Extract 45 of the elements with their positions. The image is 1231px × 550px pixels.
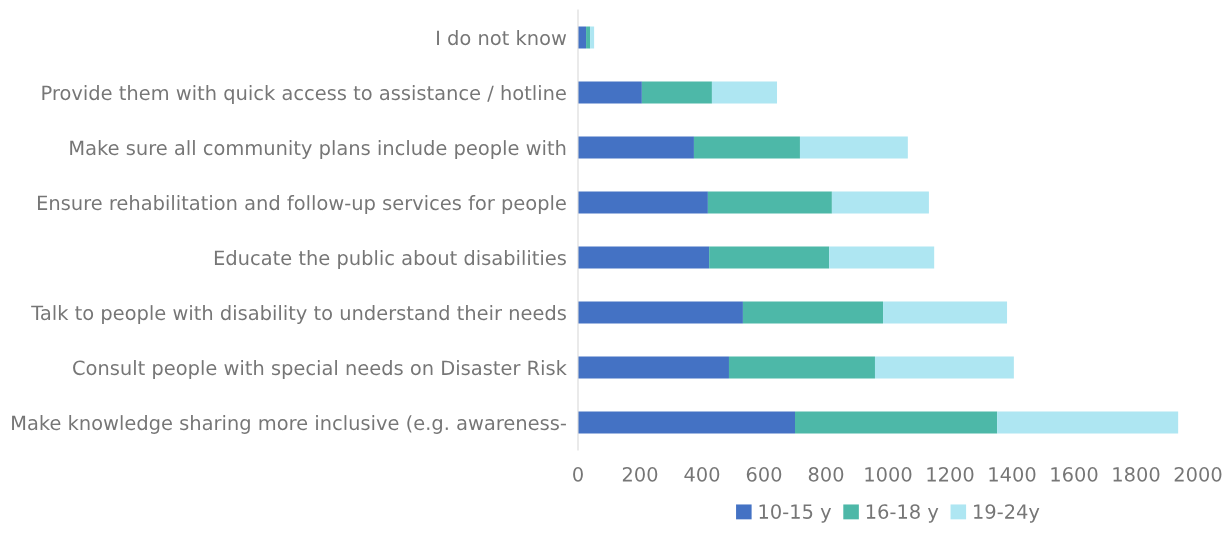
legend-label: 16-18 y bbox=[866, 504, 939, 523]
bar bbox=[709, 246, 830, 269]
bar bbox=[578, 356, 729, 379]
x-tick-label: 1600 bbox=[1051, 467, 1098, 482]
legend-label: 10-15 y bbox=[759, 504, 832, 523]
x-tick-label: 400 bbox=[684, 467, 720, 482]
y-tick-label: Provide them with quick access to assistance / hotline bbox=[42, 85, 566, 104]
y-tick-label: Ensure rehabilitation and follow-up services for people bbox=[38, 195, 566, 214]
x-tick-label: 0 bbox=[573, 467, 583, 482]
bar bbox=[578, 301, 743, 324]
bar bbox=[997, 411, 1179, 434]
bar bbox=[711, 81, 778, 104]
bar bbox=[578, 136, 694, 159]
bar bbox=[578, 246, 710, 269]
bar bbox=[578, 191, 708, 214]
bar bbox=[829, 246, 935, 269]
x-tick-label: 1200 bbox=[927, 467, 974, 482]
bar bbox=[874, 356, 1014, 379]
bar bbox=[578, 81, 642, 104]
bar bbox=[883, 301, 1008, 324]
y-tick-label: Talk to people with disability to understand their needs bbox=[31, 305, 566, 324]
bar bbox=[641, 81, 712, 104]
x-tick-label: 800 bbox=[808, 467, 844, 482]
x-tick-label: 2000 bbox=[1174, 467, 1222, 482]
y-tick-label: Educate the public about disabilities bbox=[214, 250, 566, 269]
x-tick-label: 200 bbox=[622, 467, 658, 482]
x-tick-label: 1800 bbox=[1113, 467, 1160, 482]
y-tick-label: Make knowledge sharing more inclusive (e.g. awareness- bbox=[12, 415, 566, 434]
bar bbox=[586, 26, 591, 49]
x-tick-label: 1400 bbox=[989, 467, 1036, 482]
bar bbox=[799, 136, 908, 159]
bar bbox=[590, 26, 595, 49]
y-tick-label: Consult people with special needs on Disaster Risk bbox=[73, 360, 567, 379]
x-tick-label: 600 bbox=[746, 467, 782, 482]
bar bbox=[707, 191, 832, 214]
bar bbox=[578, 411, 795, 434]
x-tick-label: 1000 bbox=[865, 467, 912, 482]
legend-label: 19-24y bbox=[974, 504, 1040, 523]
bar bbox=[693, 136, 800, 159]
bar bbox=[742, 301, 884, 324]
bar bbox=[728, 356, 875, 379]
y-tick-label: Make sure all community plans include people with bbox=[70, 140, 566, 159]
y-tick-label: I do not know bbox=[437, 30, 567, 46]
bar bbox=[795, 411, 998, 434]
bar bbox=[831, 191, 929, 214]
